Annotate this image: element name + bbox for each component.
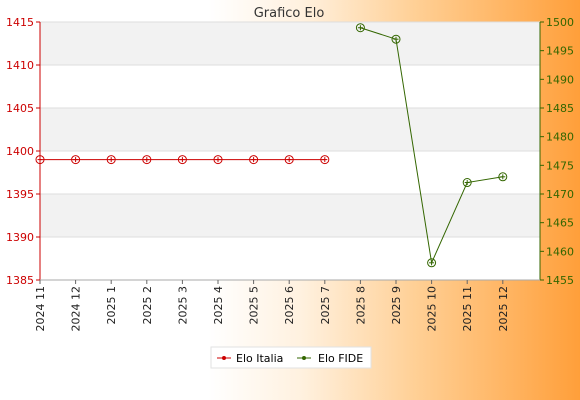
legend-label: Elo FIDE	[318, 352, 363, 365]
data-point	[462, 178, 472, 188]
right-tick-label: 1455	[546, 274, 574, 287]
x-tick-label: 2025 12	[497, 286, 510, 332]
legend-box	[210, 346, 372, 369]
x-tick-label: 2025 5	[248, 286, 261, 325]
right-tick-label: 1485	[546, 102, 574, 115]
x-tick-label: 2025 4	[212, 286, 225, 325]
legend: Elo Italia Elo FIDE	[210, 346, 372, 369]
left-tick-label: 1405	[6, 102, 34, 115]
series-group	[35, 23, 508, 268]
chart-title: Grafico Elo	[254, 6, 325, 21]
right-tick-label: 1500	[546, 16, 574, 29]
data-point	[284, 155, 294, 165]
x-tick-label: 2025 7	[319, 286, 332, 325]
left-tick-label: 1395	[6, 188, 34, 201]
x-tick-label: 2025 9	[390, 286, 403, 325]
data-point	[249, 155, 259, 165]
data-point	[498, 172, 508, 182]
right-tick-label: 1495	[546, 45, 574, 58]
legend-marker	[302, 356, 306, 360]
x-tick-label: 2025 11	[461, 286, 474, 332]
x-tick-label: 2025 10	[426, 286, 439, 332]
plot-band	[40, 22, 540, 65]
left-tick-label: 1390	[6, 231, 34, 244]
right-tick-label: 1480	[546, 131, 574, 144]
data-point	[320, 155, 330, 165]
data-point	[355, 23, 365, 33]
right-tick-label: 1475	[546, 159, 574, 172]
x-tick-label: 2025 8	[354, 286, 367, 325]
legend-item-elo-italia: Elo Italia	[217, 352, 283, 365]
data-point	[391, 34, 401, 44]
x-tick-label: 2024 11	[34, 286, 47, 332]
plot-band	[40, 108, 540, 151]
legend-item-elo-fide: Elo FIDE	[297, 352, 363, 365]
data-point	[427, 258, 437, 268]
left-tick-label: 1415	[6, 16, 34, 29]
x-axis-ticks: 2024 11 2024 12 2025 1 2025 2 2025 3 2025 4 20…	[34, 280, 510, 332]
right-tick-label: 1490	[546, 73, 574, 86]
right-tick-label: 1460	[546, 245, 574, 258]
data-point	[106, 155, 116, 165]
left-axis-ticks: 1385 1390 1395 1400 1405 1410 1415	[6, 16, 40, 287]
left-tick-label: 1410	[6, 59, 34, 72]
x-tick-label: 2025 2	[141, 286, 154, 325]
x-tick-label: 2025 6	[283, 286, 296, 325]
data-point	[177, 155, 187, 165]
series-elo-italia	[35, 155, 330, 165]
x-tick-label: 2025 3	[176, 286, 189, 325]
right-tick-label: 1465	[546, 217, 574, 230]
x-tick-label: 2025 1	[105, 286, 118, 325]
right-axis-ticks: 1455 1460 1465 1470 1475 1480 1485 1490 1495 1500	[540, 16, 574, 287]
data-point	[142, 155, 152, 165]
data-point	[35, 155, 45, 165]
data-point	[71, 155, 81, 165]
x-tick-label: 2024 12	[70, 286, 83, 332]
plot-band	[40, 194, 540, 237]
data-point	[213, 155, 223, 165]
left-tick-label: 1385	[6, 274, 34, 287]
left-tick-label: 1400	[6, 145, 34, 158]
legend-marker	[222, 356, 226, 360]
series-elo-fide	[355, 23, 508, 268]
right-tick-label: 1470	[546, 188, 574, 201]
legend-label: Elo Italia	[236, 352, 283, 365]
